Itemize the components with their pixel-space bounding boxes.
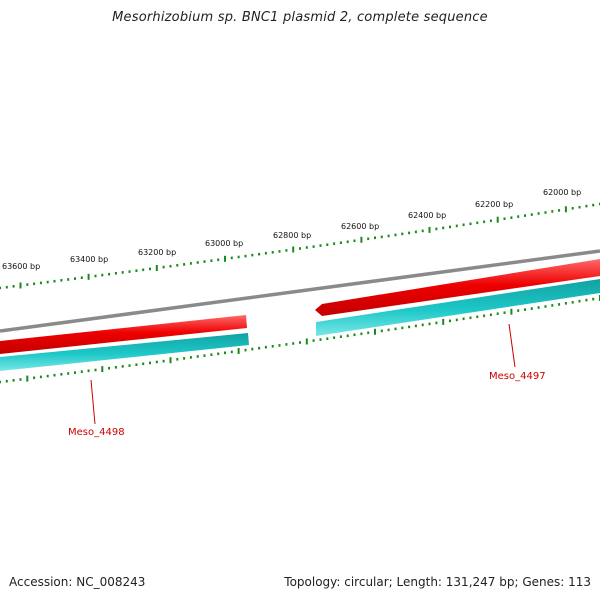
map-title: Mesorhizobium sp. BNC1 plasmid 2, comple… (112, 10, 488, 25)
reverse-gene-arrow-meso-4498[interactable] (0, 333, 249, 371)
ruler-label-63400: 63400 bp (70, 255, 108, 264)
topology-summary: Topology: circular; Length: 131,247 bp; … (284, 575, 591, 589)
ruler-label-62400: 62400 bp (408, 211, 446, 220)
gene-label-meso-4497[interactable]: Meso_4497 (489, 371, 546, 382)
forward-gene-arrow-meso-4498[interactable] (0, 315, 247, 354)
outer-ruler-labels: 62000 bp 62200 bp 62400 bp 62600 bp 6280… (2, 188, 581, 271)
forward-gene-arrow-meso-4497[interactable] (315, 259, 600, 316)
ruler-label-63600: 63600 bp (2, 262, 40, 271)
ruler-label-63000: 63000 bp (205, 239, 243, 248)
accession-text: Accession: NC_008243 (9, 575, 146, 589)
gene-label-leader-meso-4498 (90, 379, 96, 425)
outer-ruler-ticks (0, 202, 600, 290)
gene-label-leader-meso-4497 (508, 323, 516, 368)
ruler-label-62600: 62600 bp (341, 222, 379, 231)
genome-backbone (0, 249, 600, 333)
reverse-gene-arrow-meso-4497[interactable] (316, 279, 600, 336)
inner-ruler-ticks (0, 295, 600, 384)
ruler-label-62200: 62200 bp (475, 200, 513, 209)
gene-label-meso-4498[interactable]: Meso_4498 (68, 427, 125, 438)
ruler-label-63200: 63200 bp (138, 248, 176, 257)
ruler-label-62000: 62000 bp (543, 188, 581, 197)
ruler-label-62800: 62800 bp (273, 231, 311, 240)
